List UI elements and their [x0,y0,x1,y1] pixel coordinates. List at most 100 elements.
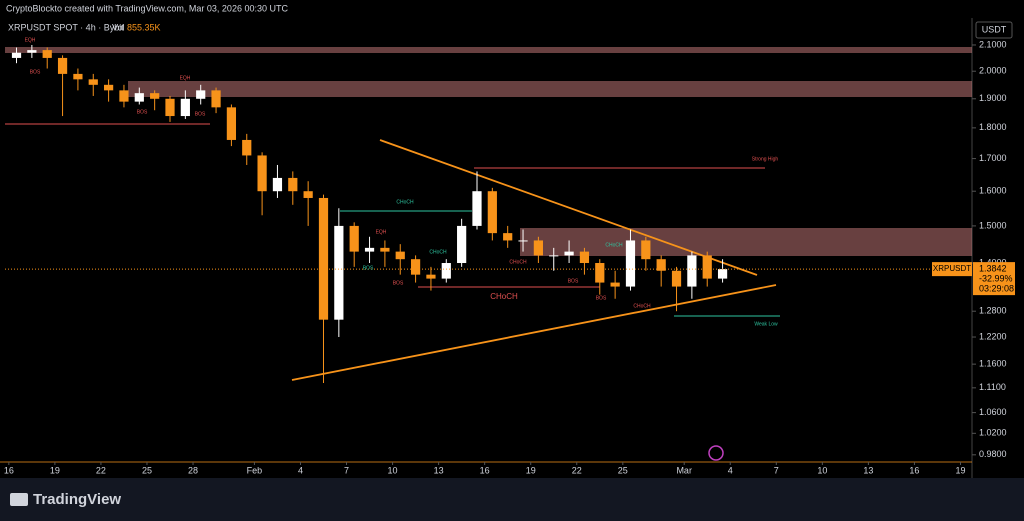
candle-body [472,191,482,226]
footer [0,478,1024,521]
x-tick-label: 4 [298,465,303,475]
candle-body [288,177,298,192]
x-tick-label: 22 [96,465,106,475]
candle-body [180,98,190,117]
x-tick-label: 10 [388,465,398,475]
candle-body [73,73,83,80]
annotation: BOS [363,265,374,271]
annotation: CHoCH [490,292,518,301]
candle-body [303,191,313,198]
y-tick-label: 1.0600 [979,407,1007,417]
y-tick-label: 1.9000 [979,93,1007,103]
volume-label: Vol [112,22,125,32]
annotation: EQH [180,75,191,81]
ticker: XRPUSDT [933,264,971,273]
candle-body [364,247,375,252]
candle-body [426,274,436,279]
annotation: BOS [393,280,404,286]
candle-body [150,93,160,99]
y-tick-label: 1.0200 [979,428,1007,438]
y-tick-label: 1.7000 [979,153,1007,163]
candle-body [518,240,528,242]
candle-body [211,90,221,108]
logo: TradingView [33,491,121,508]
candle-body [27,50,37,53]
candle-body [549,255,559,257]
x-tick-label: 19 [955,465,965,475]
annotation: EQH [376,229,387,235]
candle-body [717,269,728,279]
zone [5,47,972,53]
candle-body [165,98,175,117]
last-price: 1.3842 [979,263,1007,273]
x-tick-label: 7 [344,465,349,475]
currency-box [975,21,1013,39]
candle-body [487,191,497,234]
candle-body [595,263,605,283]
candle-body [42,50,52,58]
trendline [291,284,777,381]
x-tick-label: 13 [434,465,444,475]
candle-body [533,240,543,256]
ticker-box [932,262,972,277]
y-tick-label: 1.1600 [979,359,1007,369]
annotation: Weak Low [754,321,778,327]
candle-body [702,255,712,279]
x-tick-label: 19 [526,465,536,475]
annotation: BOS [195,111,206,117]
annotation: EQH [25,37,36,43]
candle-body [610,282,620,287]
zone [520,228,972,256]
candle-body [349,225,359,252]
x-tick-label: Feb [247,465,263,475]
price-box [973,262,1015,296]
x-tick-label: 13 [863,465,873,475]
zone [128,81,972,97]
annotation: BOS [137,109,148,115]
annotation: CHoCH [396,199,414,205]
volume: 855.35K [127,22,161,32]
x-tick-label: 22 [572,465,582,475]
annotation: BOS [30,69,41,75]
candle-body [625,240,636,287]
y-tick-label: 1.6000 [979,186,1007,196]
x-tick-label: 4 [728,465,733,475]
x-tick-label: 16 [4,465,14,475]
annotation: BOS [596,295,607,301]
y-tick-label: 1.5000 [979,220,1007,230]
candle-body [564,251,574,256]
candle-body [503,233,513,241]
trendline [379,139,758,276]
countdown: 03:29:08 [979,283,1014,293]
annotation: CHoCH [633,303,651,309]
candle-body [119,90,129,102]
x-tick-label: Mar [676,465,692,475]
candle-body [57,57,68,74]
candle-body [104,84,114,91]
y-tick-label: 1.2800 [979,306,1007,316]
y-tick-label: 1.2200 [979,331,1007,341]
candle-body [272,177,283,192]
x-tick-label: 16 [909,465,919,475]
y-tick-label: 0.9800 [979,449,1007,459]
logo-mark [10,493,28,506]
x-tick-label: 16 [480,465,490,475]
candle-body [226,107,237,140]
candle-body [687,255,697,287]
x-tick-label: 19 [50,465,60,475]
alert-icon[interactable] [708,445,724,461]
x-tick-label: 28 [188,465,198,475]
y-tick-label: 2.1000 [979,39,1007,49]
currency: USDT [982,24,1007,34]
y-tick-label: 2.0000 [979,66,1007,76]
candle-body [380,247,390,252]
candle-body [671,270,682,287]
candle-body [656,259,666,271]
candle-body [641,240,651,260]
candle-body [242,139,252,156]
annotation: CHoCH [605,242,623,248]
candle-body [579,251,590,264]
candle-body [196,90,206,99]
x-tick-label: 25 [618,465,628,475]
